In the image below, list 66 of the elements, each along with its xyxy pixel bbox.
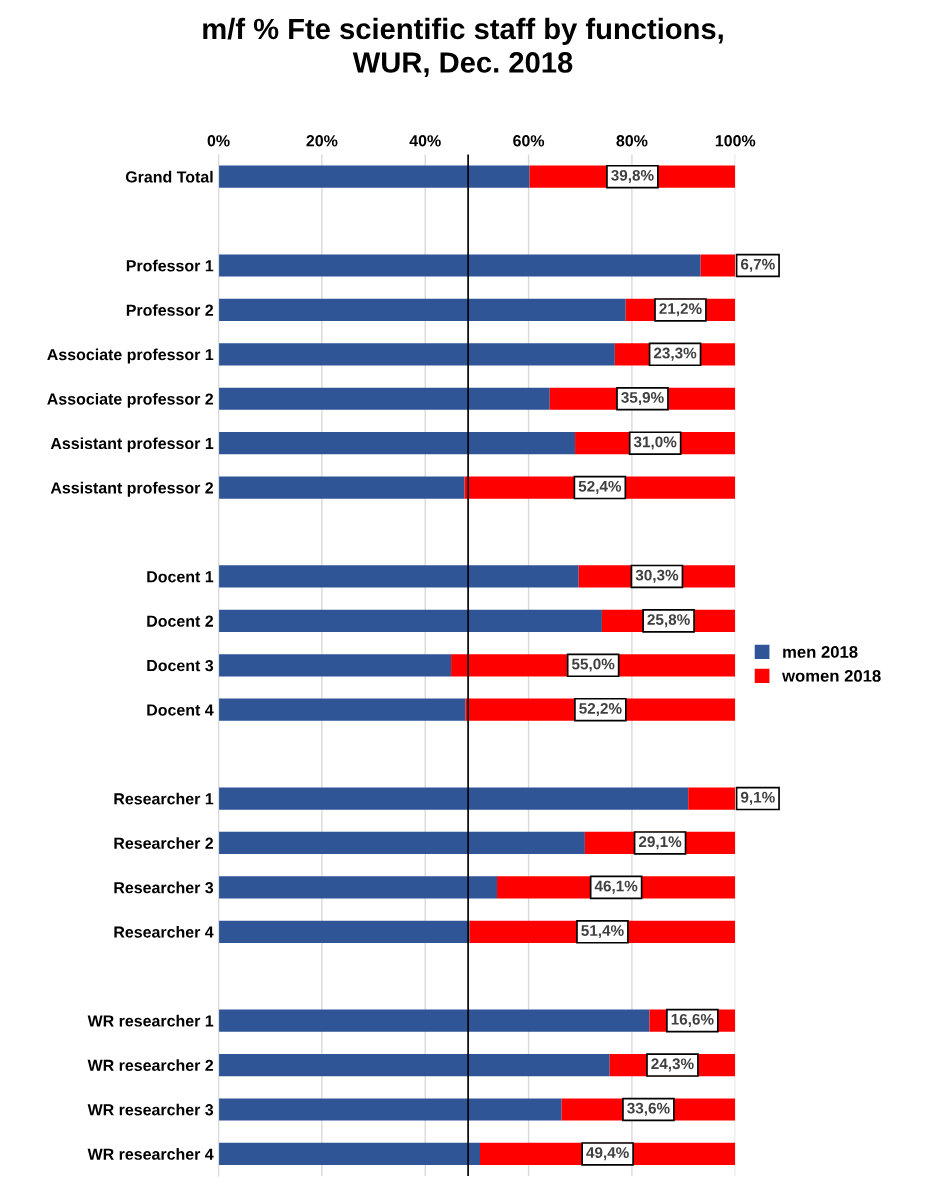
data-label: 30,3% [635, 569, 679, 583]
bar [218, 1009, 650, 1032]
data-label: 9,1% [740, 791, 775, 805]
y-tick-label: Docent 1 [147, 571, 214, 583]
bar [218, 298, 626, 322]
bar [218, 831, 585, 855]
data-label: 39,8% [611, 169, 654, 183]
bar [218, 565, 579, 588]
data-label: 46,1% [594, 880, 638, 894]
y-tick-label: Researcher 2 [114, 837, 214, 849]
bar [218, 876, 498, 899]
bar [218, 1098, 562, 1121]
legend-label: men 2018 [783, 646, 858, 658]
data-label: 51,4% [581, 925, 624, 939]
y-tick-label: Associate professor 2 [47, 392, 214, 408]
bar [218, 1142, 480, 1166]
data-label: 52,2% [579, 702, 622, 717]
y-tick-label: Professor 1 [126, 259, 214, 272]
legend-label: women 2018 [782, 669, 881, 682]
bar [218, 920, 470, 943]
data-label: 24,3% [651, 1058, 694, 1072]
y-tick-label: WR researcher 1 [87, 1014, 214, 1027]
y-tick-label: Researcher 4 [114, 926, 214, 938]
x-tick-label: 100% [715, 135, 756, 147]
bar [218, 1053, 610, 1077]
data-label: 35,9% [621, 392, 664, 406]
bar [218, 654, 452, 677]
data-label: 31,0% [633, 436, 677, 450]
y-tick-label: WR researcher 2 [87, 1059, 214, 1072]
y-tick-label: Docent 2 [147, 615, 214, 627]
data-label: 29,1% [638, 836, 682, 850]
x-tick-label: 0% [207, 135, 230, 147]
x-tick-label: 60% [513, 135, 545, 147]
bar [218, 787, 689, 810]
data-label: 16,6% [671, 1013, 714, 1027]
x-tick-label: 80% [616, 135, 648, 147]
bar [218, 254, 701, 277]
bar [218, 476, 465, 499]
bar [218, 165, 530, 188]
y-tick-label: WR researcher 4 [87, 1148, 214, 1160]
bar [218, 432, 576, 455]
y-tick-label: Grand Total [125, 170, 213, 183]
data-label: 49,4% [586, 1147, 629, 1161]
y-tick-label: Researcher 3 [114, 881, 214, 894]
data-label: 6,7% [740, 258, 775, 272]
y-tick-label: Researcher 1 [114, 792, 214, 805]
data-label: 52,4% [578, 480, 622, 494]
y-tick-label: Professor 2 [126, 304, 214, 316]
data-label: 33,6% [627, 1102, 670, 1116]
y-tick-label: WR researcher 3 [87, 1103, 214, 1116]
data-label: 21,2% [659, 303, 702, 317]
y-tick-label: Associate professor 1 [47, 348, 214, 364]
y-tick-label: Assistant professor 2 [50, 481, 214, 497]
data-label: 23,3% [653, 347, 697, 361]
bar [218, 387, 550, 410]
data-label: 55,0% [571, 658, 615, 672]
x-tick-label: 20% [306, 135, 338, 147]
bar [218, 698, 466, 721]
bar [218, 609, 602, 632]
y-tick-label: Assistant professor 1 [50, 437, 214, 453]
x-tick-label: 40% [409, 135, 441, 147]
y-tick-label: Docent 4 [147, 704, 214, 716]
chart-title: m/f % Fte scientific staff by functions, WUR, Dec. 2018 [203, 17, 723, 77]
y-tick-label: Docent 3 [147, 659, 214, 672]
bar [218, 343, 615, 366]
data-label: 25,8% [647, 614, 690, 628]
